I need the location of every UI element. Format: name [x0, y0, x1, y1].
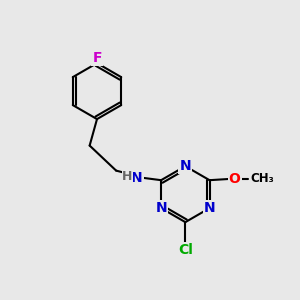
Text: N: N — [179, 159, 191, 173]
Text: N: N — [204, 201, 215, 215]
Text: F: F — [92, 51, 102, 65]
Text: N: N — [155, 201, 167, 215]
Text: Cl: Cl — [178, 243, 193, 257]
Text: CH₃: CH₃ — [251, 172, 274, 185]
Text: O: O — [229, 172, 241, 186]
Text: H: H — [122, 170, 133, 183]
Text: N: N — [131, 171, 143, 185]
